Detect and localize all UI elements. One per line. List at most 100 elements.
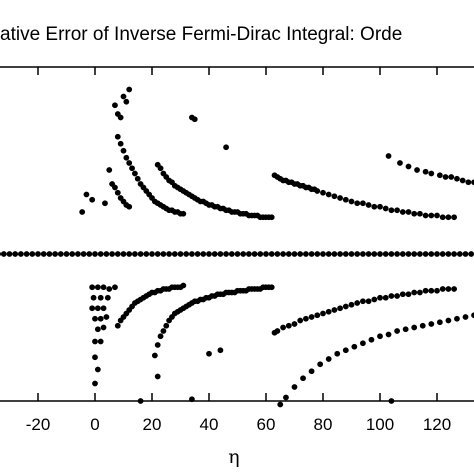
data-point <box>308 314 315 320</box>
data-point <box>277 401 284 408</box>
data-point <box>334 350 341 357</box>
data-point <box>157 333 164 340</box>
data-point <box>382 294 389 301</box>
data-point <box>422 168 429 175</box>
data-point <box>157 165 164 172</box>
data-point <box>471 179 474 186</box>
data-point <box>63 251 70 257</box>
data-point <box>100 284 107 291</box>
data-point <box>394 328 400 334</box>
data-point <box>112 102 118 109</box>
data-point <box>451 214 457 221</box>
data-point <box>428 287 435 294</box>
data-point <box>120 251 127 257</box>
data-point <box>360 251 366 257</box>
data-point <box>126 160 133 166</box>
data-point <box>97 294 104 301</box>
data-point <box>422 287 429 294</box>
data-point <box>417 210 423 217</box>
data-point <box>297 317 304 324</box>
data-point <box>434 212 440 219</box>
data-point <box>126 251 133 257</box>
data-point <box>89 196 96 203</box>
data-point <box>268 251 275 257</box>
data-point <box>377 294 383 301</box>
data-point <box>92 354 98 361</box>
data-point <box>120 147 127 154</box>
data-point <box>89 284 96 291</box>
data-point <box>228 251 235 257</box>
data-point <box>12 251 19 257</box>
data-point <box>411 324 418 331</box>
data-point <box>106 167 113 173</box>
data-point <box>360 200 366 207</box>
data-point <box>154 342 161 348</box>
data-point <box>445 214 452 221</box>
data-point <box>92 315 98 322</box>
data-point <box>166 251 173 257</box>
data-point <box>206 251 212 257</box>
data-point <box>385 153 392 159</box>
data-point <box>114 251 121 257</box>
data-point <box>342 303 349 310</box>
data-point <box>456 251 463 257</box>
data-point <box>402 326 409 333</box>
data-point <box>120 93 127 100</box>
data-point <box>194 251 201 257</box>
data-point <box>314 312 321 319</box>
data-point <box>342 347 349 354</box>
data-point <box>337 195 343 201</box>
data-point <box>405 291 412 298</box>
data-point <box>163 322 170 329</box>
data-point <box>280 324 286 331</box>
data-point <box>160 251 167 257</box>
data-point <box>325 191 332 198</box>
data-point <box>445 286 452 292</box>
data-point <box>394 293 400 299</box>
data-point <box>385 331 392 338</box>
data-point <box>112 284 118 291</box>
data-point <box>445 317 452 324</box>
x-tick-label: 20 <box>143 415 162 434</box>
data-point <box>417 289 423 296</box>
data-point <box>325 356 332 362</box>
data-point <box>123 98 130 105</box>
data-point <box>234 251 241 257</box>
data-point <box>360 298 366 305</box>
data-point <box>200 251 207 257</box>
data-point <box>18 251 24 257</box>
data-point <box>320 251 326 257</box>
data-point <box>86 251 93 257</box>
data-point <box>331 193 338 200</box>
data-point <box>52 251 58 257</box>
data-point <box>177 251 184 257</box>
x-ticks: -200204060801001201 <box>26 67 451 434</box>
data-point <box>40 251 47 257</box>
x-tick-label: 100 <box>366 415 394 434</box>
data-point <box>377 203 383 210</box>
data-point <box>137 398 144 404</box>
data-point <box>297 251 304 257</box>
data-point <box>351 343 358 350</box>
data-point <box>251 251 258 257</box>
data-point <box>394 251 400 257</box>
data-point <box>303 315 309 322</box>
data-point <box>97 315 104 322</box>
data-point <box>382 205 389 212</box>
data-point <box>191 116 198 123</box>
data-point <box>151 352 158 359</box>
data-point <box>388 398 395 404</box>
data-point <box>314 251 321 257</box>
data-point <box>97 338 104 345</box>
data-point <box>123 154 130 161</box>
data-point <box>94 305 101 312</box>
data-point <box>285 251 292 257</box>
chart-title: ative Error of Inverse Fermi-Dirac Integ… <box>0 24 402 45</box>
data-point <box>75 251 81 257</box>
data-point <box>132 170 138 177</box>
data-point <box>100 324 107 331</box>
data-point <box>428 170 435 177</box>
data-point <box>465 179 472 186</box>
data-point <box>103 251 110 257</box>
data-point <box>114 322 121 329</box>
